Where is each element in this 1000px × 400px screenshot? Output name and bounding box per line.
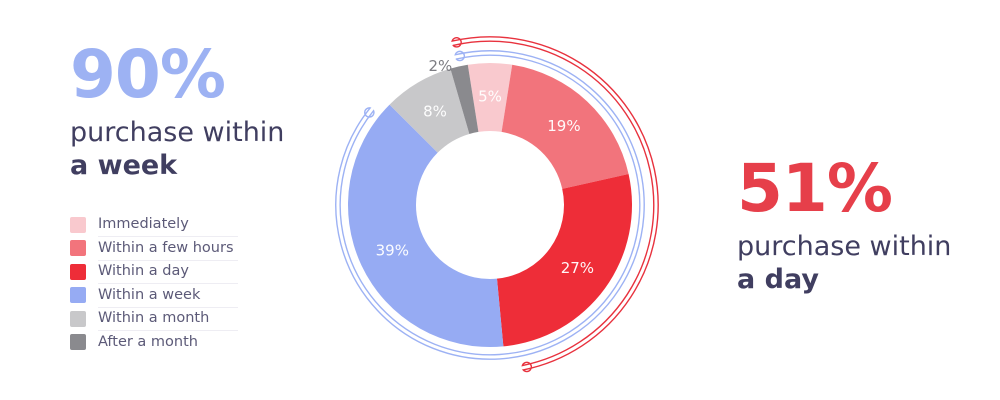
slice-label-within-a-month: 8% [423, 103, 447, 121]
left-callout-line2: a week [70, 150, 178, 182]
left-callout: 90% purchase within a week [70, 36, 285, 182]
legend-swatch [70, 216, 86, 233]
legend-swatch [70, 240, 86, 257]
left-callout-stat: 90% [70, 36, 226, 113]
51-percent-arc [451, 36, 659, 373]
slice-label-within-a-day: 27% [561, 259, 594, 277]
right-callout: 51% purchase within a day [737, 150, 952, 296]
legend-swatch [70, 310, 86, 327]
donut-svg: 5% 19% 27% 39% 8% 2% [335, 36, 659, 373]
90-percent-arc [335, 50, 645, 360]
legend-swatch [70, 263, 86, 280]
legend-label: Within a month [98, 310, 210, 327]
legend-item-within-a-few-hours: Within a few hours [70, 237, 238, 261]
legend-label: Immediately [98, 216, 189, 233]
legend: Immediately Within a few hours Within a da… [70, 213, 238, 354]
donut-slice-within-a-few-hours [501, 64, 629, 189]
donut-slice-after-a-month [450, 64, 479, 134]
left-callout-line1: purchase within [70, 117, 285, 148]
legend-item-within-a-week: Within a week [70, 284, 238, 308]
legend-item-within-a-month: Within a month [70, 307, 238, 331]
legend-label: Within a few hours [98, 239, 234, 256]
donut-chart: 5% 19% 27% 39% 8% 2% [290, 5, 690, 400]
legend-label: After a month [98, 334, 198, 351]
right-callout-stat: 51% [737, 150, 893, 227]
legend-item-after-a-month: After a month [70, 331, 238, 355]
legend-item-immediately: Immediately [70, 213, 238, 237]
legend-label: Within a day [98, 263, 189, 280]
slice-label-within-a-few-hours: 19% [547, 117, 580, 135]
slice-label-immediately: 5% [478, 88, 502, 106]
right-callout-line1: purchase within [737, 231, 952, 262]
legend-swatch [70, 334, 86, 351]
legend-item-within-a-day: Within a day [70, 260, 238, 284]
slice-label-after-a-month: 2% [429, 57, 453, 75]
legend-label: Within a week [98, 286, 201, 303]
donut-slice-within-a-month [389, 68, 470, 153]
donut-slice-immediately [467, 63, 513, 132]
donut-slice-within-a-week [347, 104, 504, 348]
legend-swatch [70, 287, 86, 304]
slice-label-within-a-week: 39% [376, 241, 409, 259]
donut-slice-within-a-day [496, 174, 633, 347]
right-callout-line2: a day [737, 264, 819, 296]
